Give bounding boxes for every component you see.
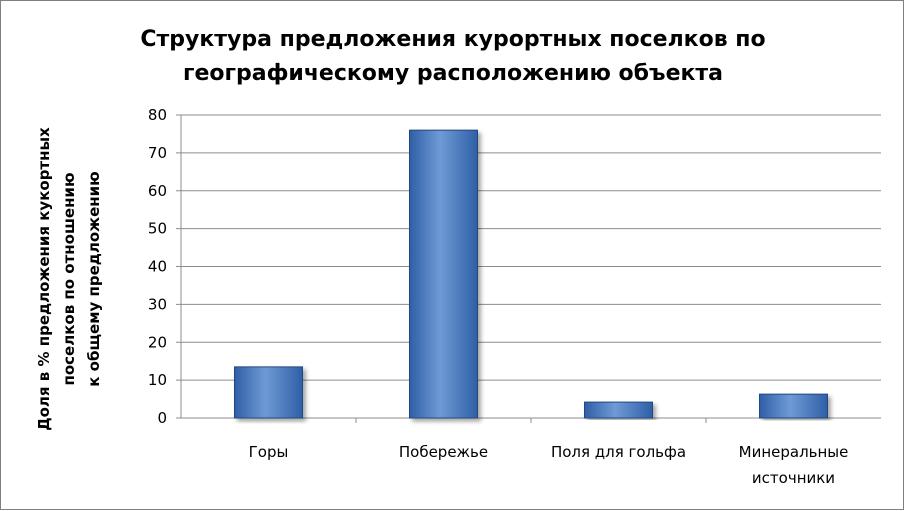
x-category-label: Поля для гольфа <box>551 443 686 461</box>
bar-2 <box>584 401 653 419</box>
y-axis-title-line-1: Доля в % предложения кукортных <box>35 127 53 431</box>
y-tick-label: 40 <box>148 258 167 276</box>
bars <box>234 129 828 419</box>
chart-title-line-2: географическому расположению объекта <box>183 61 723 86</box>
y-tick-labels: 0 10 20 30 40 50 60 70 80 <box>148 106 167 427</box>
bar-0 <box>234 366 303 419</box>
chart-title-line-1: Структура предложения курортных поселков… <box>140 27 765 52</box>
y-tick-label: 80 <box>148 106 167 124</box>
x-category-labels: Горы Побережье Поля для гольфа Минеральные и… <box>249 443 849 487</box>
chart-title: Структура предложения курортных поселков… <box>140 27 765 86</box>
y-tick-label: 30 <box>148 295 167 313</box>
y-tick-label: 60 <box>148 182 167 200</box>
y-axis-title-line-2: поселков по отношению <box>60 172 78 385</box>
bar-1 <box>409 129 478 419</box>
x-category-label: Горы <box>249 443 289 461</box>
y-tick-label: 0 <box>157 409 167 427</box>
y-axis-title: Доля в % предложения кукортных поселков … <box>35 127 103 431</box>
y-tick-label: 10 <box>148 371 167 389</box>
x-category-label: Минеральные источники <box>739 443 849 487</box>
y-axis-title-line-3: к общему предложению <box>85 171 103 386</box>
x-category-label: Побережье <box>399 443 488 461</box>
y-tick-label: 70 <box>148 144 167 162</box>
y-tick-label: 20 <box>148 333 167 351</box>
y-tick-label: 50 <box>148 220 167 238</box>
bar-3 <box>759 393 828 419</box>
